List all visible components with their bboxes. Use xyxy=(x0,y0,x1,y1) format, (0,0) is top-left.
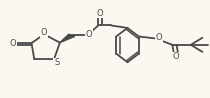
Polygon shape xyxy=(60,34,75,43)
Text: O: O xyxy=(41,28,47,37)
Text: S: S xyxy=(54,58,59,67)
Text: O: O xyxy=(155,33,162,42)
Text: O: O xyxy=(85,30,92,39)
Text: O: O xyxy=(172,52,179,61)
Text: O: O xyxy=(9,39,16,48)
Text: O: O xyxy=(97,9,103,18)
